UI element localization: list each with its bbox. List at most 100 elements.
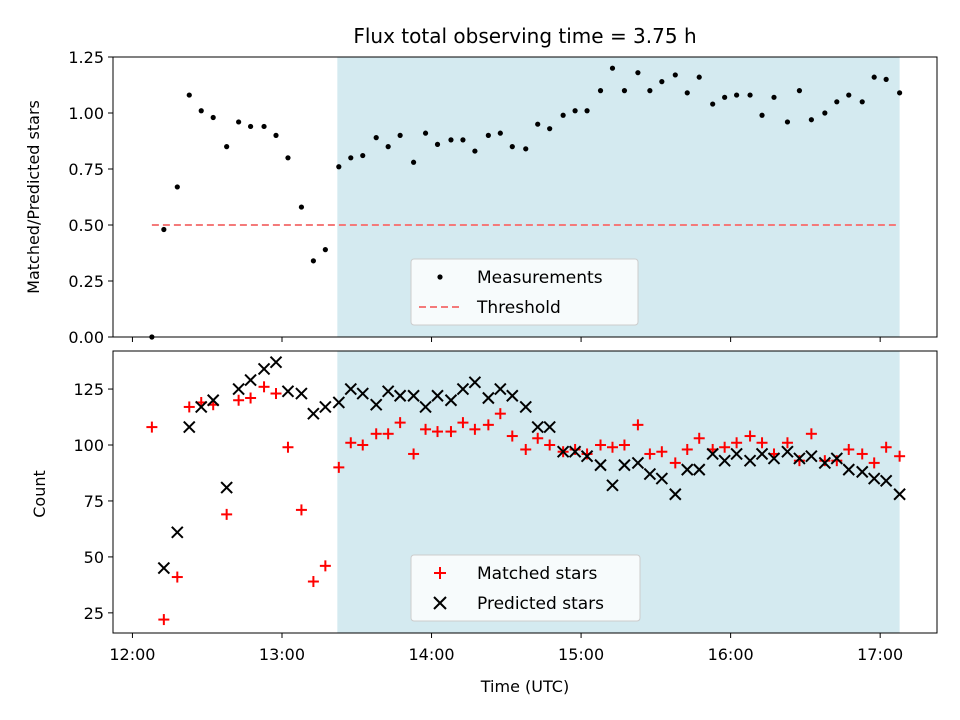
x-axis-label: Time (UTC): [480, 677, 569, 696]
predicted-star-point: [543, 420, 556, 434]
legend-label-predicted: Predicted stars: [477, 594, 604, 614]
x-tick-label: 13:00: [259, 645, 305, 664]
matched-star-point: [394, 417, 406, 429]
predicted-star-point: [793, 452, 806, 465]
matched-star-point: [831, 455, 843, 467]
measurement-point: [509, 144, 515, 150]
y-tick-label: 25: [84, 604, 104, 623]
matched-star-point: [221, 508, 233, 520]
y-tick-label: 1.25: [68, 48, 104, 67]
matched-star-point: [843, 443, 855, 455]
bottom-legend: Matched stars Predicted stars: [410, 554, 641, 622]
measurement-point: [472, 148, 478, 154]
measurement-point: [236, 119, 242, 125]
measurement-point: [822, 110, 828, 116]
x-tick-label: 17:00: [857, 645, 903, 664]
legend-label-measurements: Measurements: [477, 268, 603, 288]
measurement-point: [859, 99, 865, 105]
top-y-axis-label: Matched/Predicted stars: [24, 100, 43, 294]
predicted-star-point: [257, 362, 271, 376]
matched-star-point: [258, 381, 270, 393]
matched-star-point: [494, 408, 506, 420]
predicted-star-point: [643, 467, 657, 481]
matched-star-point: [544, 439, 556, 451]
matched-star-point: [805, 428, 817, 440]
matched-star-point: [307, 576, 319, 588]
measurement-point: [846, 92, 852, 98]
top-legend: Measurements Threshold: [410, 258, 639, 326]
predicted-star-point: [693, 463, 706, 476]
matched-star-point: [158, 614, 170, 626]
y-tick-label: 0.75: [68, 160, 104, 179]
measurement-point: [621, 88, 628, 94]
matched-star-point: [482, 419, 494, 431]
matched-star-point: [632, 419, 644, 431]
matched-star-point: [146, 421, 158, 433]
measurement-point: [684, 90, 690, 96]
x-tick-label: 12:00: [109, 645, 155, 664]
y-tick-label: 1.00: [68, 104, 104, 123]
predicted-star-point: [171, 526, 184, 539]
measurement-point: [448, 137, 454, 143]
bottom-legend-box: [410, 554, 641, 622]
predicted-star-point: [706, 447, 719, 461]
matched-star-point: [595, 439, 607, 451]
measurement-point: [397, 132, 403, 138]
matched-star-point: [793, 455, 805, 467]
measurement-point: [547, 126, 553, 132]
measurement-point: [771, 94, 777, 100]
bottom-y-axis-label: Count: [30, 470, 49, 518]
matched-star-point: [819, 455, 831, 467]
x-tick-label: 14:00: [408, 645, 454, 664]
matched-star-point: [618, 439, 630, 451]
x-tick-label: 15:00: [558, 645, 604, 664]
bottom-x-ticks: 12:00 13:00 14:00 15:00 16:00 17:00: [109, 633, 903, 664]
matched-star-point: [744, 430, 756, 442]
predicted-star-point: [220, 481, 233, 494]
predicted-star-point: [531, 420, 544, 434]
predicted-star-point: [767, 452, 781, 465]
measurement-point: [871, 74, 877, 80]
predicted-star-point: [669, 488, 682, 501]
predicted-star-point: [468, 376, 482, 389]
predicted-star-point: [506, 389, 519, 402]
predicted-star-point: [805, 449, 818, 463]
measurement-point: [224, 144, 230, 150]
measurement-point: [186, 92, 192, 98]
matched-star-point: [183, 401, 195, 413]
chart-title: Flux total observing time = 3.75 h: [353, 24, 696, 48]
predicted-star-point: [444, 394, 458, 407]
predicted-star-point: [407, 389, 420, 402]
predicted-star-point: [157, 561, 171, 575]
predicted-star-point: [307, 407, 320, 420]
predicted-star-point: [594, 458, 607, 472]
measurement-point: [422, 130, 429, 136]
predicted-star-point: [482, 391, 495, 405]
measurement-point: [285, 155, 291, 161]
y-tick-label: 75: [84, 492, 104, 511]
predicted-star-point: [381, 385, 395, 398]
bottom-panel: 25 50 75 100 125 12:00 13:00 14:00 15:00 16:00 17…: [30, 350, 938, 696]
predicted-star-point: [244, 373, 257, 387]
matched-star-point: [756, 437, 768, 449]
predicted-star-point: [494, 382, 507, 396]
matched-star-point: [880, 441, 892, 453]
predicted-star-point: [369, 398, 383, 411]
measurement-point: [261, 123, 267, 130]
predicted-star-point: [893, 488, 906, 501]
measurement-point: [609, 65, 616, 71]
predicted-star-point: [281, 385, 295, 398]
predicted-star-point: [655, 472, 669, 485]
legend-marker-predicted: [433, 596, 447, 610]
matched-star-point: [506, 430, 518, 442]
y-tick-label: 0.50: [68, 216, 104, 235]
measurement-point: [672, 72, 678, 78]
predicted-star-point: [718, 454, 731, 467]
predicted-star-point: [319, 400, 332, 414]
predicted-star-point: [206, 394, 220, 407]
matched-star-point: [731, 437, 743, 449]
legend-label-threshold: Threshold: [476, 298, 561, 318]
measurement-point: [210, 114, 216, 121]
predicted-star-point: [842, 463, 855, 476]
predicted-star-point: [631, 456, 645, 470]
